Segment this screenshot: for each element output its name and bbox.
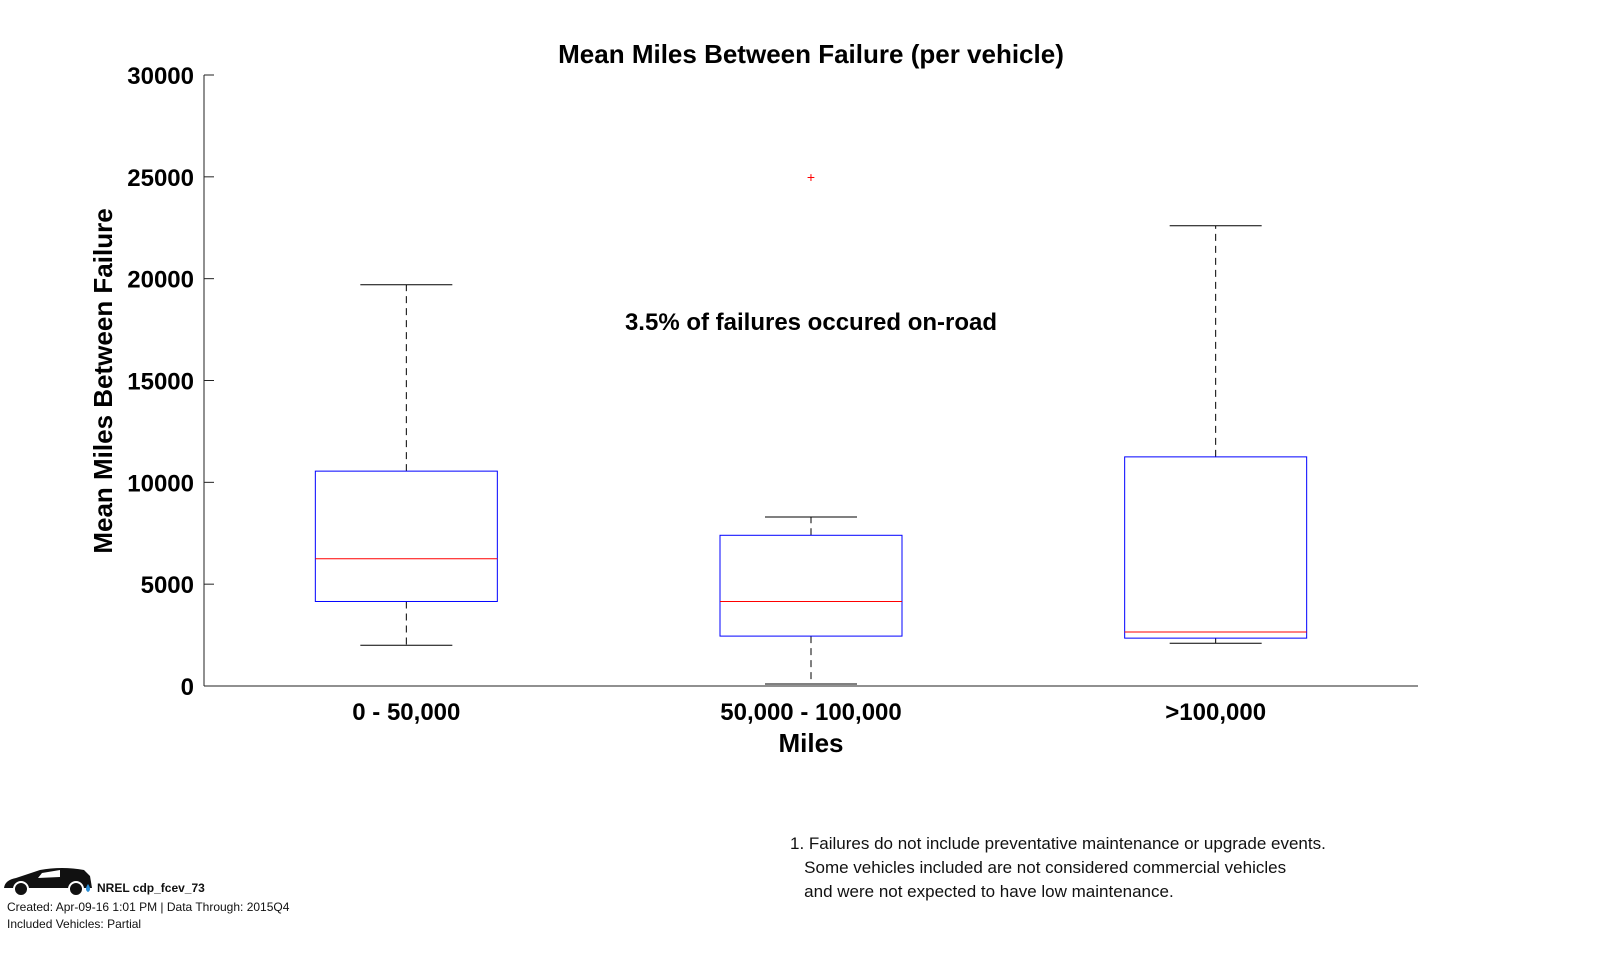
y-tick-label: 20000: [127, 267, 194, 294]
y-tick-label: 10000: [127, 470, 194, 497]
outlier-point: +: [807, 169, 815, 185]
y-tick-label: 5000: [141, 572, 194, 599]
y-tick-label: 15000: [127, 369, 194, 396]
box: [1124, 456, 1308, 639]
box: [719, 534, 903, 637]
y-tick-label: 25000: [127, 165, 194, 192]
y-tick-label: 0: [181, 674, 194, 701]
x-axis-label: Miles: [778, 728, 843, 758]
chart-title: Mean Miles Between Failure (per vehicle): [558, 39, 1064, 69]
x-tick-label: >100,000: [1165, 699, 1266, 726]
annotation: 3.5% of failures occured on-road: [625, 309, 997, 336]
footnote: 1. Failures do not include preventative …: [790, 834, 1326, 901]
x-tick-label: 0 - 50,000: [352, 699, 460, 726]
x-tick-label: 50,000 - 100,000: [720, 699, 902, 726]
y-tick-label: 30000: [127, 63, 194, 90]
footer-created: Created: Apr-09-16 1:01 PM | Data Throug…: [7, 900, 290, 914]
car-logo-icon: [4, 868, 92, 897]
y-axis-label: Mean Miles Between Failure: [88, 208, 118, 553]
footer-id: NREL cdp_fcev_73: [97, 881, 205, 895]
box: [314, 470, 498, 602]
footer-vehicles: Included Vehicles: Partial: [7, 917, 142, 931]
